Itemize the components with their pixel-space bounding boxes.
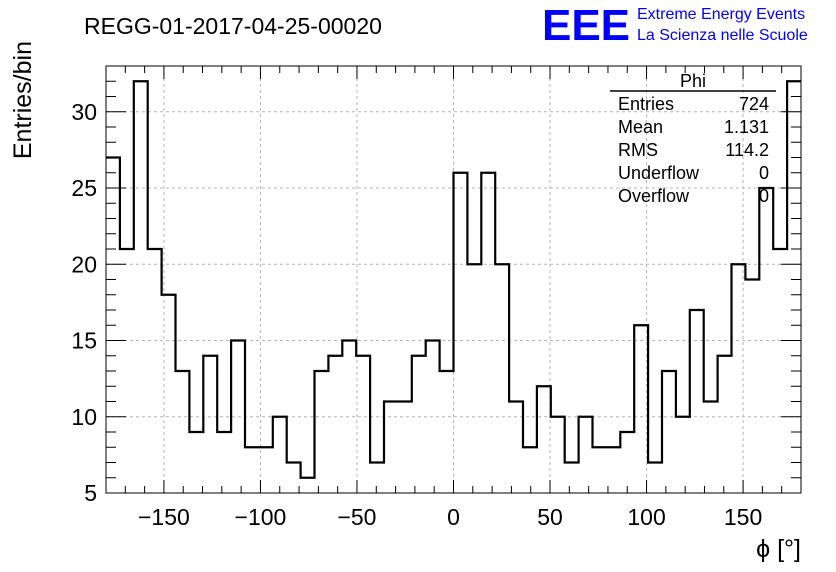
x-tick-label: 50 — [537, 504, 563, 530]
y-tick-label: 10 — [71, 404, 97, 430]
eee-logo: EEE — [542, 1, 630, 50]
histogram-steps — [106, 80, 801, 479]
y-tick-label: 5 — [84, 480, 97, 506]
y-axis-label: Entries/bin — [9, 41, 37, 159]
stats-label: Entries — [618, 94, 674, 114]
stats-value: 0 — [759, 163, 769, 183]
x-tick-label: 0 — [447, 504, 460, 530]
stats-label: RMS — [618, 140, 658, 160]
y-tick-label: 20 — [71, 251, 97, 277]
x-tick-label: −50 — [337, 504, 376, 530]
stats-label: Mean — [618, 117, 663, 137]
axis-tick-labels: −150 −100 −50 0 50 100 150 5 10 15 20 25 30 — [71, 99, 762, 530]
axis-ticks — [105, 65, 802, 494]
stats-value: 1.131 — [724, 117, 769, 137]
x-tick-label: −100 — [235, 504, 287, 530]
stats-label: Overflow — [618, 186, 690, 206]
x-tick-label: 150 — [724, 504, 762, 530]
logo-tagline-1: Extreme Energy Events — [637, 6, 805, 23]
y-tick-label: 30 — [71, 99, 97, 125]
stats-box: Phi Entries 724 Mean 1.131 RMS 114.2 Underflow… — [610, 71, 776, 206]
stats-box-title: Phi — [680, 71, 706, 91]
stats-rows: Entries 724 Mean 1.131 RMS 114.2 Underflow 0 Ove… — [618, 94, 769, 206]
y-tick-label: 15 — [71, 328, 97, 354]
y-tick-label: 25 — [71, 175, 97, 201]
x-tick-label: −150 — [138, 504, 190, 530]
run-title: REGG-01-2017-04-25-00020 — [84, 13, 382, 39]
x-tick-label: 100 — [627, 504, 665, 530]
stats-value: 724 — [739, 94, 769, 114]
stats-label: Underflow — [618, 163, 700, 183]
logo-tagline-2: La Scienza nelle Scuole — [637, 27, 808, 44]
stats-value: 114.2 — [725, 140, 769, 160]
stats-value: 0 — [759, 186, 769, 206]
x-axis-label: ϕ [°] — [756, 535, 801, 563]
